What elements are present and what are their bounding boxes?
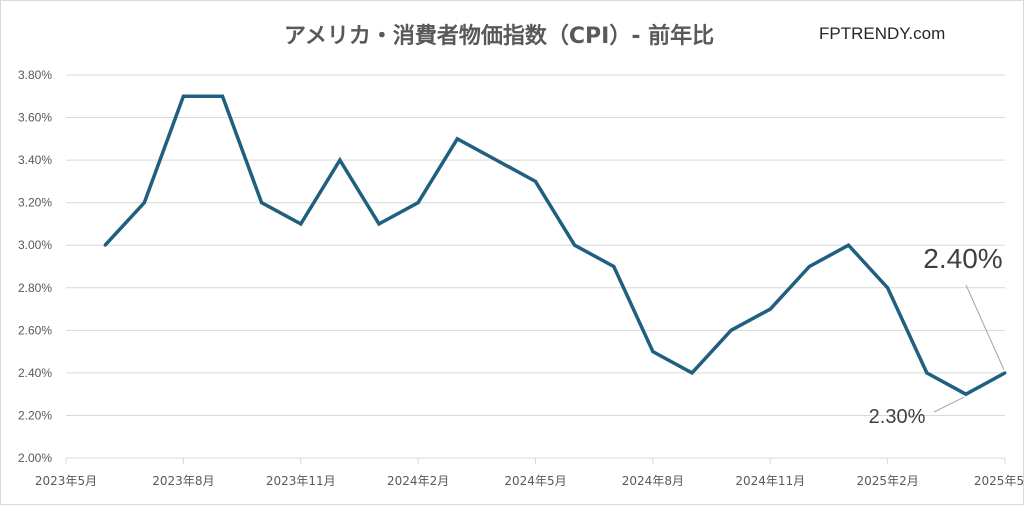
x-tick-label: 2023年11月	[266, 474, 336, 488]
data-point	[612, 265, 616, 268]
annotation-latest: 2.40%	[923, 243, 1002, 274]
gridlines	[66, 74, 1005, 459]
data-point	[416, 201, 420, 205]
data-point	[690, 371, 694, 375]
y-axis: 2.00% 2.20% 2.40% 2.60% 2.80% 3.00% 3.20% 3.40%…	[18, 68, 52, 465]
x-tick-label: 2023年8月	[152, 474, 214, 488]
y-tick-label: 3.60%	[18, 111, 52, 125]
data-point	[847, 243, 850, 247]
y-tick-label: 3.80%	[18, 68, 52, 82]
x-tick-label: 2025年2月	[857, 474, 919, 488]
data-point	[534, 179, 537, 183]
data-point	[299, 222, 303, 226]
leader-line	[965, 284, 1005, 371]
data-point	[886, 286, 890, 290]
x-tick-label: 2024年11月	[735, 474, 805, 488]
data-point	[221, 94, 224, 98]
y-tick-label: 2.80%	[18, 281, 52, 295]
data-point	[651, 350, 655, 354]
data-point	[455, 137, 459, 141]
data-point	[964, 392, 968, 396]
annotations: 2.40% 2.30%	[869, 243, 1005, 428]
y-tick-label: 3.00%	[18, 238, 52, 252]
data-point	[925, 371, 929, 375]
data-point	[494, 158, 498, 162]
x-tick-label: 2024年5月	[504, 474, 566, 488]
data-point	[1003, 371, 1007, 375]
annotation-previous: 2.30%	[869, 406, 926, 428]
data-point	[338, 158, 342, 162]
y-tick-label: 2.40%	[18, 366, 52, 380]
data-point	[181, 94, 185, 98]
y-tick-label: 3.40%	[18, 153, 52, 167]
data-point	[573, 243, 577, 247]
data-point	[807, 265, 811, 268]
data-point	[260, 201, 264, 205]
data-point	[103, 243, 107, 247]
x-axis: 2023年5月 2023年8月 2023年11月 2024年2月 2024年5月 2024…	[35, 458, 1024, 488]
x-tick-label: 2024年8月	[622, 474, 684, 488]
y-tick-label: 2.00%	[18, 451, 52, 465]
x-tick-label: 2025年5月	[974, 474, 1024, 488]
leader-line	[933, 396, 965, 413]
brand-label: FPTRENDY.com	[819, 24, 946, 43]
y-tick-label: 3.20%	[18, 196, 52, 210]
cpi-series-line	[103, 94, 1006, 397]
data-point	[768, 307, 772, 311]
y-tick-label: 2.60%	[18, 323, 52, 337]
series-layer	[103, 94, 1007, 397]
data-point	[377, 222, 381, 226]
x-tick-label: 2024年2月	[387, 474, 449, 488]
y-tick-label: 2.20%	[18, 408, 52, 422]
x-tick-label: 2023年5月	[35, 474, 97, 488]
data-point	[729, 328, 733, 332]
data-point	[142, 201, 146, 205]
chart-title: アメリカ・消費者物価指数（CPI）- 前年比	[284, 24, 715, 49]
